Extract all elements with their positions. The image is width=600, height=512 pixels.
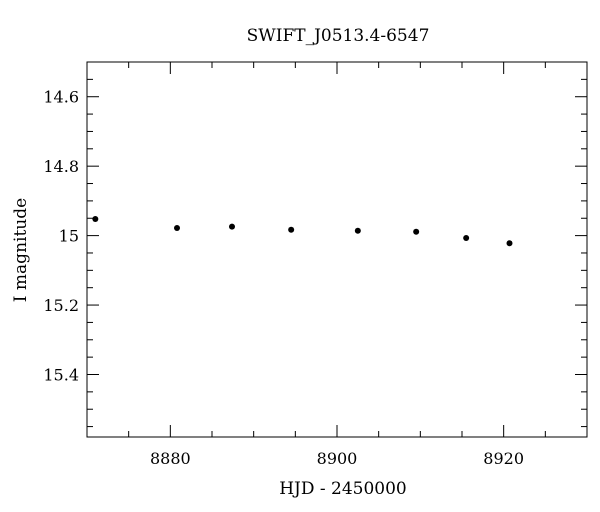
plot-area: 8880 8900 8920 14.6 14.8 15 15.2 15.4 bbox=[43, 61, 588, 468]
data-point bbox=[463, 235, 470, 242]
x-axis-title: HJD - 2450000 bbox=[279, 479, 407, 499]
data-point bbox=[288, 226, 295, 233]
x-tick-label: 8900 bbox=[317, 449, 358, 468]
x-tick-label: 8920 bbox=[483, 449, 524, 468]
y-tick-label: 15.2 bbox=[43, 296, 79, 315]
plot-frame bbox=[86, 61, 588, 438]
data-point bbox=[229, 223, 235, 230]
y-tick-label: 15 bbox=[59, 227, 79, 246]
data-point bbox=[174, 224, 180, 231]
data-point bbox=[354, 227, 361, 234]
data-point bbox=[506, 240, 513, 247]
x-tick-label: 8880 bbox=[150, 449, 191, 468]
y-tick-label: 14.6 bbox=[43, 88, 79, 107]
y-tick-label: 15.4 bbox=[43, 366, 79, 385]
data-point bbox=[413, 228, 420, 235]
y-tick-label: 14.8 bbox=[43, 157, 79, 176]
chart-title: SWIFT_J0513.4-6547 bbox=[247, 26, 430, 46]
data-point bbox=[92, 215, 99, 222]
y-axis-title: I magnitude bbox=[11, 198, 31, 302]
